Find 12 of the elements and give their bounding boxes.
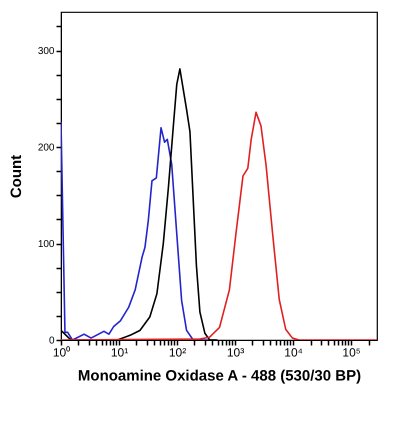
x-tick-label: 10¹ xyxy=(110,346,128,360)
y-tick-label: 0 xyxy=(48,336,55,346)
y-axis-title: Count xyxy=(8,154,25,198)
x-tick-label: 10⁵ xyxy=(342,346,361,360)
x-tick-label: 10² xyxy=(168,346,186,360)
y-tick-label: 300 xyxy=(38,46,55,58)
x-tick-label: 10³ xyxy=(226,346,244,360)
x-axis-title: Monoamine Oxidase A - 488 (530/30 BP) xyxy=(78,368,362,384)
x-tick-label: 10⁴ xyxy=(284,346,303,360)
y-tick-label: 100 xyxy=(38,239,55,250)
x-tick-label: 10⁰ xyxy=(52,346,70,360)
y-tick-label: 200 xyxy=(38,142,55,154)
